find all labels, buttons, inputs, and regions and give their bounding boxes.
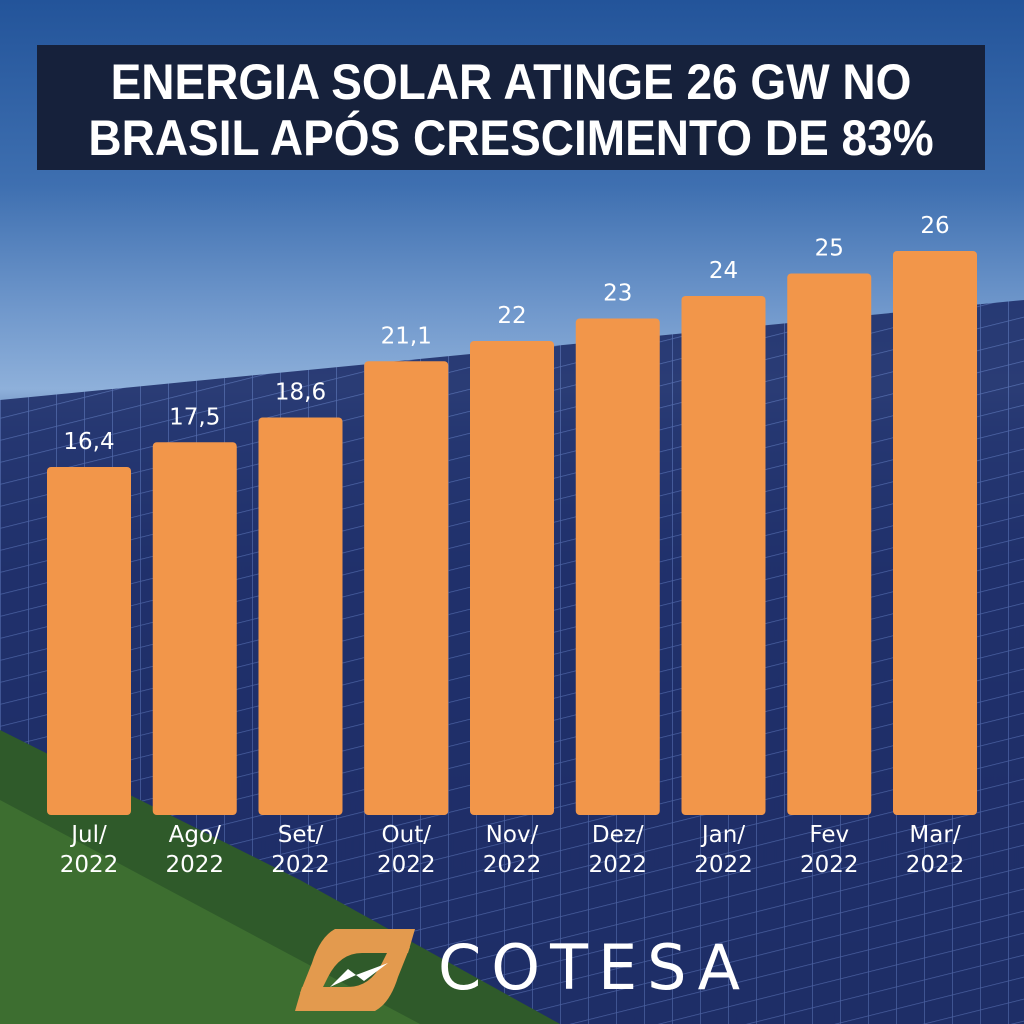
title-banner: ENERGIA SOLAR ATINGE 26 GW NO BRASIL APÓ…: [37, 45, 985, 170]
data-label-0: 16,4: [63, 429, 114, 455]
title-line-2: BRASIL APÓS CRESCIMENTO DE 83%: [88, 110, 934, 166]
x-tick-label-2-0: Set/: [278, 822, 324, 848]
x-tick-label-4-0: Nov/: [486, 822, 539, 848]
lightning-leaf-icon: [295, 929, 415, 1011]
x-tick-label-4-1: 2022: [483, 852, 542, 878]
data-label-6: 24: [709, 258, 738, 284]
x-tick-label-6-0: Jan/: [700, 822, 745, 848]
data-label-2: 18,6: [275, 380, 326, 406]
x-tick-label-5-0: Dez/: [592, 822, 644, 848]
x-tick-label-1-1: 2022: [165, 852, 224, 878]
data-label-8: 26: [920, 213, 949, 239]
bar-6: [681, 296, 766, 815]
bar-3: [364, 361, 449, 815]
logo-text: COTESA: [438, 931, 751, 1004]
bar-8: [893, 251, 977, 815]
title-line-1: ENERGIA SOLAR ATINGE 26 GW NO: [110, 54, 912, 110]
data-label-1: 17,5: [169, 404, 220, 430]
x-tick-label-3-0: Out/: [382, 822, 432, 848]
data-label-3: 21,1: [381, 323, 432, 349]
x-tick-label-3-1: 2022: [377, 852, 436, 878]
x-tick-label-8-1: 2022: [906, 852, 965, 878]
bar-1: [152, 442, 237, 815]
data-label-7: 25: [815, 236, 844, 262]
bar-4: [470, 341, 554, 815]
bar-2: [258, 417, 343, 815]
bar-5: [575, 318, 660, 815]
x-tick-label-8-0: Mar/: [909, 822, 960, 848]
data-label-5: 23: [603, 281, 632, 307]
x-tick-label-6-1: 2022: [694, 852, 753, 878]
x-tick-label-1-0: Ago/: [169, 822, 221, 848]
bar-0: [47, 467, 131, 815]
x-tick-label-0-0: Jul/: [69, 822, 107, 848]
x-tick-label-7-0: Fev: [809, 822, 849, 848]
cotesa-logo: COTESA: [290, 925, 740, 1015]
data-label-4: 22: [497, 303, 526, 329]
bar-7: [787, 273, 872, 815]
x-tick-label-2-1: 2022: [271, 852, 330, 878]
x-tick-label-5-1: 2022: [588, 852, 647, 878]
x-tick-label-7-1: 2022: [800, 852, 859, 878]
x-tick-label-0-1: 2022: [60, 852, 119, 878]
